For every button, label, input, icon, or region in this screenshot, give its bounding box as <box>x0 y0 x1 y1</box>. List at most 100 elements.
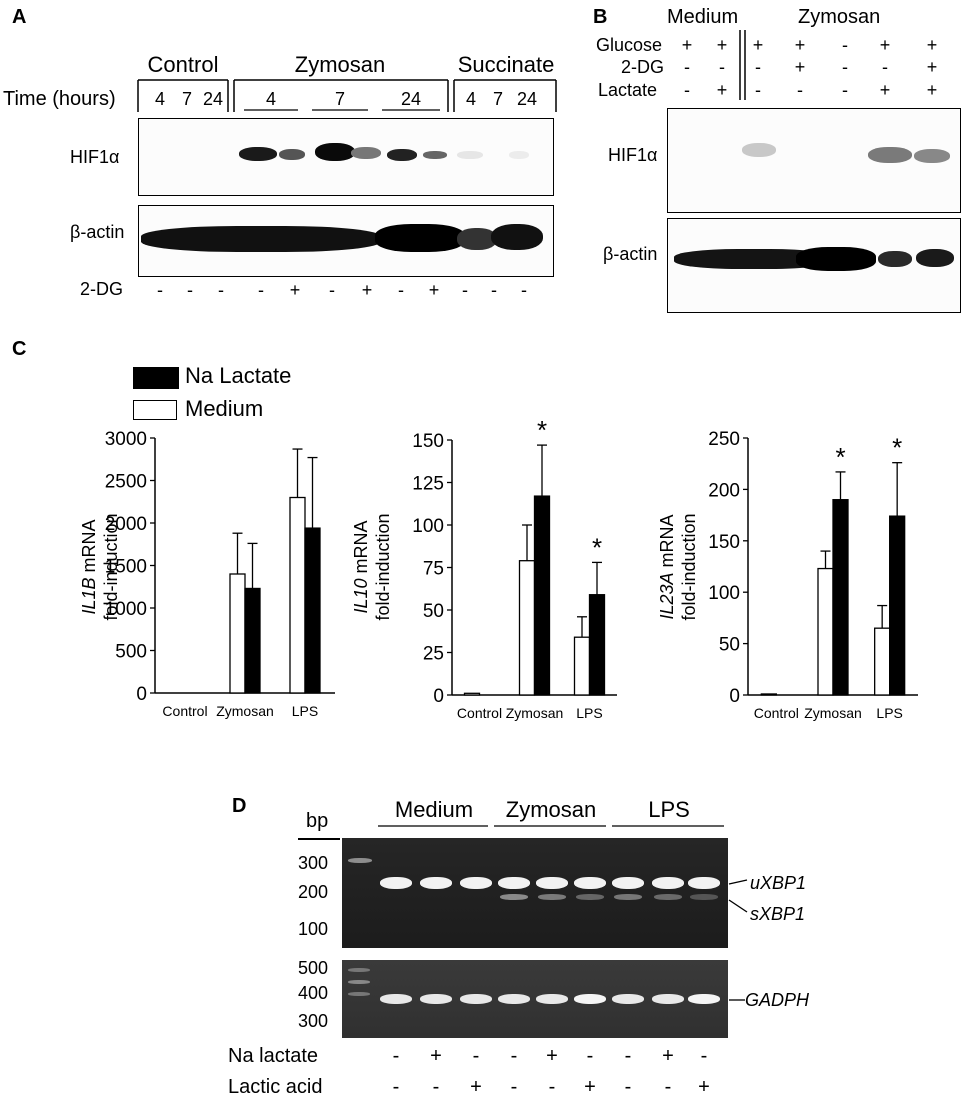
time-label: Time (hours) <box>3 88 116 110</box>
control-time-7: 7 <box>181 89 193 109</box>
y-tick-label: 1500 <box>105 557 147 578</box>
glucose-mark: - <box>842 35 848 55</box>
glucose-mark: + <box>681 35 693 55</box>
dg-mark: - <box>329 280 335 300</box>
bar <box>229 573 246 694</box>
lactic-acid-mark: - <box>432 1076 440 1098</box>
bar <box>588 594 606 696</box>
y-tick-label: 2500 <box>105 472 147 493</box>
panel-b-dividers <box>739 30 746 100</box>
gapdh-band <box>498 994 530 1004</box>
gapdh-band <box>574 994 606 1004</box>
actin-band <box>491 224 543 250</box>
ladder-500: 500 <box>298 958 329 978</box>
lactate-mark: - <box>755 80 761 100</box>
y-tick-label: 150 <box>708 532 740 553</box>
lactate-mark: - <box>684 80 690 100</box>
y-tick-label: 25 <box>423 644 444 665</box>
bar <box>304 527 321 694</box>
x-tick-label: Control <box>162 703 207 719</box>
x-tick-label: Zymosan <box>804 705 862 721</box>
sxbp1-band <box>614 894 642 900</box>
lactic-acid-mark: - <box>664 1076 672 1098</box>
bar <box>817 567 834 696</box>
y-tick-label: 500 <box>115 642 147 663</box>
hif-band <box>868 147 912 163</box>
lactate-mark: + <box>716 80 728 100</box>
ladder-band <box>348 992 370 996</box>
chart-il23a: 0 50 100 150 200 250 Control * Zymosan * LPS <box>708 429 918 721</box>
bar <box>889 515 906 696</box>
uxbp1-band <box>574 877 606 889</box>
x-tick-label: LPS <box>292 703 318 719</box>
succinate-time-4: 4 <box>465 89 477 109</box>
na-lactate-mark: + <box>662 1045 674 1067</box>
actin-band <box>375 224 465 252</box>
succinate-time-24: 24 <box>516 89 538 109</box>
x-tick-label: LPS <box>876 705 902 721</box>
zymosan-time-7: 7 <box>334 89 346 109</box>
ladder-300b: 300 <box>298 1011 329 1031</box>
hif-band <box>742 143 776 157</box>
lactic-acid-mark: - <box>510 1076 518 1098</box>
ladder-band <box>348 968 370 972</box>
bar <box>874 627 891 696</box>
lactate-mark: + <box>879 80 891 100</box>
hif-band <box>914 149 950 163</box>
legend-na-lactate: Na Lactate <box>185 363 292 388</box>
na-lactate-mark: - <box>472 1045 480 1067</box>
bar <box>244 587 261 694</box>
dg-mark: - <box>521 280 527 300</box>
uxbp1-band <box>652 877 684 889</box>
significance-star: * <box>537 415 547 445</box>
hif-band <box>509 151 529 159</box>
uxbp1-band <box>612 877 644 889</box>
dg-mark: - <box>157 280 163 300</box>
lactate-label: Lactate <box>598 80 658 100</box>
hif-band <box>315 143 355 161</box>
lactic-acid-mark: + <box>584 1076 596 1098</box>
ladder-400: 400 <box>298 983 329 1003</box>
na-lactate-label: Na lactate <box>228 1045 319 1067</box>
significance-star: * <box>592 532 602 562</box>
dg-mark-b: - <box>882 57 888 77</box>
gapdh-pointer <box>729 999 745 1001</box>
na-lactate-mark: - <box>586 1045 594 1067</box>
bar <box>573 636 591 696</box>
uxbp1-band <box>498 877 530 889</box>
y-tick-label: 100 <box>412 516 444 537</box>
sxbp1-band <box>690 894 718 900</box>
panel-c-label: C <box>12 338 27 360</box>
lactic-acid-mark: - <box>548 1076 556 1098</box>
na-lactate-mark: + <box>430 1045 442 1067</box>
hif-band <box>279 149 305 160</box>
x-tick-label: LPS <box>576 705 602 721</box>
bar <box>832 499 849 696</box>
dg-mark: - <box>258 280 264 300</box>
panel-d-brackets <box>378 825 724 827</box>
significance-star: * <box>892 433 902 463</box>
dg-mark-b: - <box>684 57 690 77</box>
bp-label: bp <box>306 810 329 832</box>
actin-blot-a <box>138 205 554 277</box>
y-tick-label: 50 <box>719 635 740 656</box>
dg-label-b: 2-DG <box>621 57 665 77</box>
x-tick-label: Zymosan <box>506 705 564 721</box>
hif-band <box>351 147 381 159</box>
y-tick-label: 2000 <box>105 514 147 535</box>
dg-mark-b: - <box>719 57 725 77</box>
y-tick-label: 1000 <box>105 599 147 620</box>
dg-mark: - <box>398 280 404 300</box>
ladder-100: 100 <box>298 919 329 939</box>
bp-underline <box>298 838 340 840</box>
actin-blot-b <box>667 218 961 313</box>
y-tick-label: 125 <box>412 474 444 495</box>
group-zymosan-d: Zymosan <box>505 797 597 822</box>
lactic-acid-mark: - <box>392 1076 400 1098</box>
x-tick-label: Zymosan <box>216 703 274 719</box>
control-time-4: 4 <box>154 89 166 109</box>
y-tick-label: 50 <box>423 601 444 622</box>
group-zymosan: Zymosan <box>294 52 386 77</box>
sxbp1-band <box>500 894 528 900</box>
ladder-band <box>348 858 372 863</box>
